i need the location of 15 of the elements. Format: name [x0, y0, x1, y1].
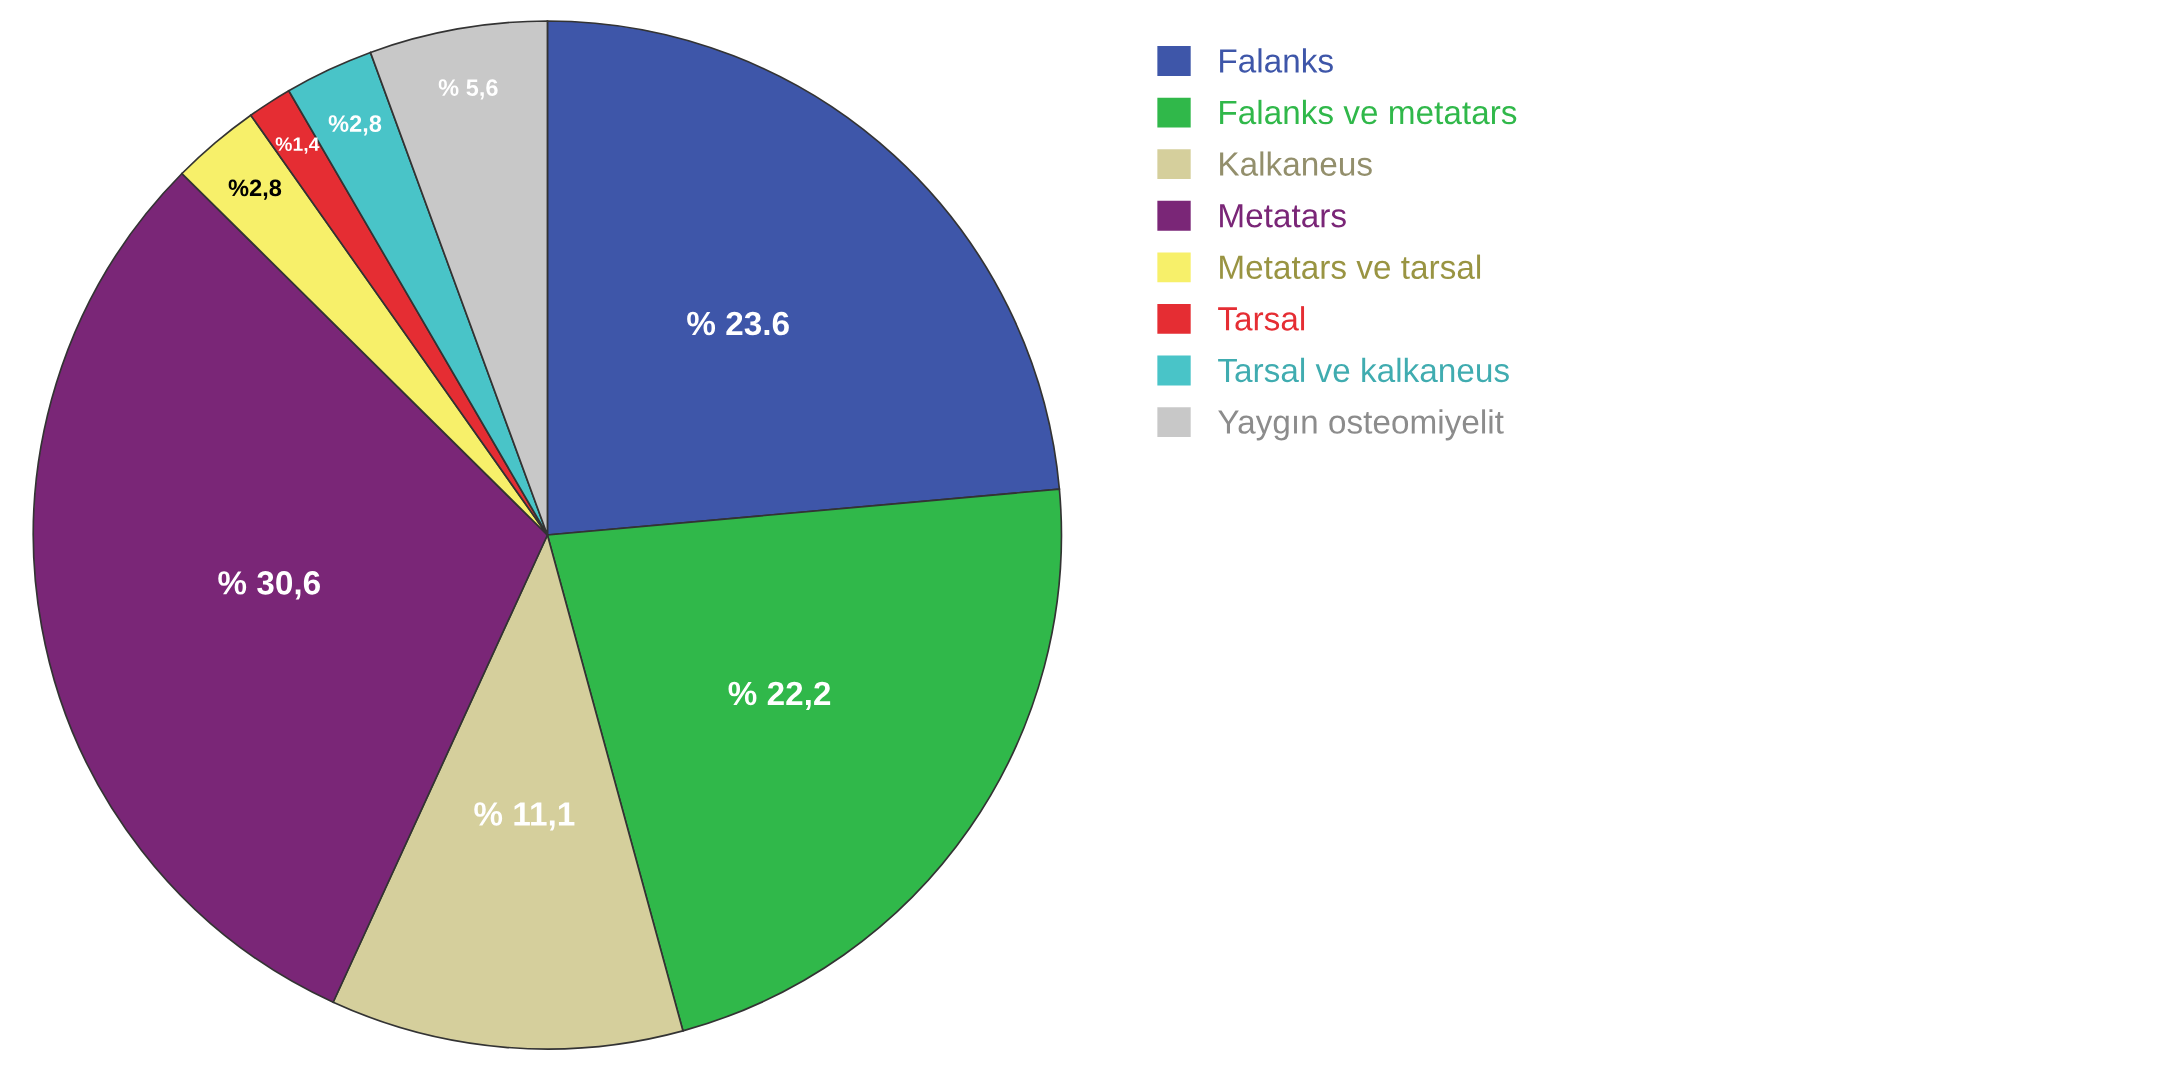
data-label: % 11,1: [474, 802, 575, 831]
data-label: %2,8: [328, 115, 382, 136]
legend-label: Metatars: [1220, 204, 1346, 228]
data-label: %1,4: [275, 137, 320, 154]
legend-label: Kalkaneus: [1220, 151, 1372, 176]
legend-label: Metatars ve tarsal: [1220, 254, 1481, 280]
legend-label: Yaygın osteomiyelit: [1218, 409, 1504, 441]
data-label: %2,8: [228, 179, 282, 200]
data-label: % 22,2: [728, 681, 831, 711]
data-label: % 23.6: [687, 311, 789, 336]
legend-label: Falanks ve metatars: [1220, 99, 1517, 125]
legend-label: Falanks: [1220, 48, 1333, 73]
legend-label: Tarsal: [1218, 306, 1305, 331]
data-label: % 30,6: [218, 571, 320, 600]
legend-label: Tarsal ve kalkaneus: [1218, 357, 1509, 383]
